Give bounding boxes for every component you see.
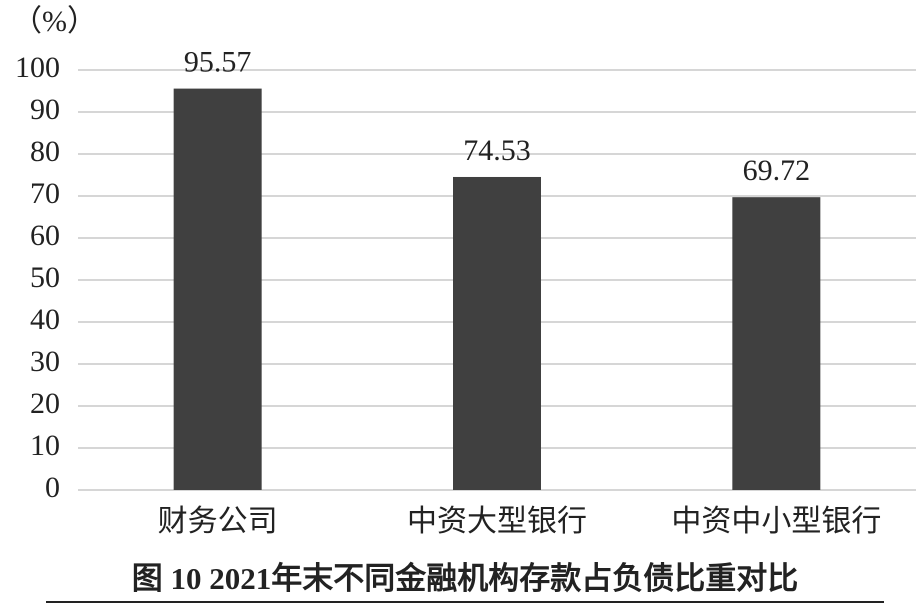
data-label: 74.53 <box>463 134 531 167</box>
y-tick-label: 60 <box>30 219 60 252</box>
x-tick-label: 中资大型银行 <box>407 505 587 538</box>
y-tick-label: 100 <box>15 51 60 84</box>
y-tick-label: 40 <box>30 303 60 336</box>
data-label: 69.72 <box>743 154 811 187</box>
bar <box>453 176 541 490</box>
y-tick-label: 30 <box>30 345 60 378</box>
x-tick-label: 财务公司 <box>158 505 278 538</box>
x-tick-label: 中资中小型银行 <box>671 505 881 538</box>
y-tick-label: 50 <box>30 261 60 294</box>
y-tick-label: 90 <box>30 93 60 126</box>
y-tick-label: 10 <box>30 429 60 462</box>
y-tick-label: 70 <box>30 177 60 210</box>
y-tick-label: 20 <box>30 387 60 420</box>
y-tick-label: 80 <box>30 135 60 168</box>
y-axis-unit: （%） <box>12 5 97 38</box>
bar <box>173 88 262 490</box>
y-tick-label: 0 <box>45 471 60 504</box>
chart-title: 图 10 2021年末不同金融机构存款占负债比重对比 <box>132 561 799 596</box>
data-label: 95.57 <box>184 45 252 78</box>
bar <box>732 197 821 490</box>
